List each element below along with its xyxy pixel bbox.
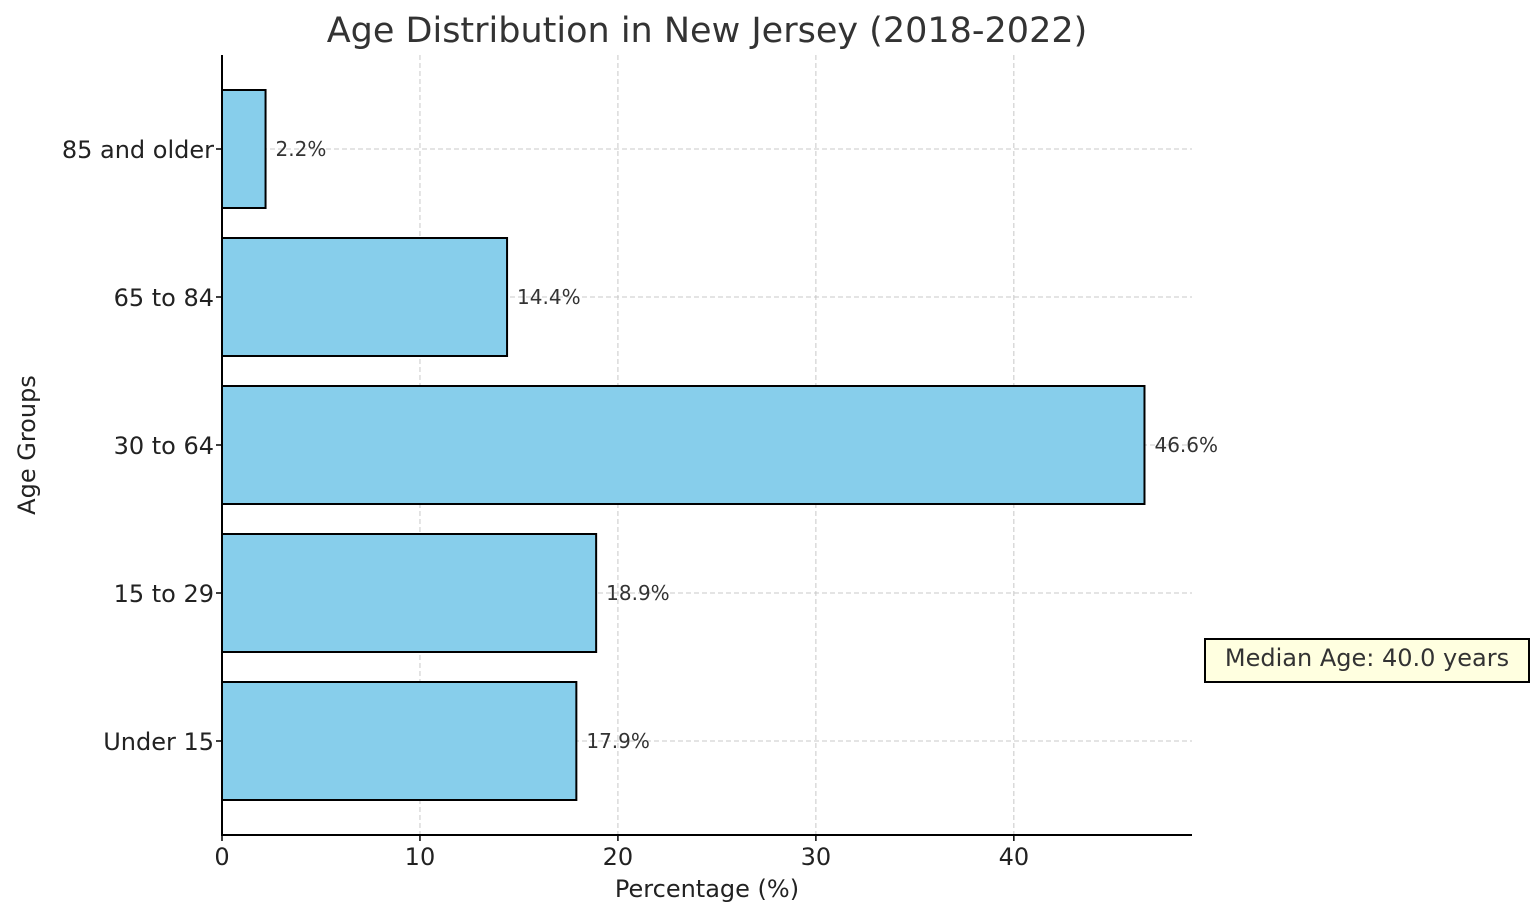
bar-value-label: 17.9% xyxy=(586,729,650,753)
bar xyxy=(221,681,578,801)
y-tick-label: Under 15 xyxy=(103,728,214,756)
x-tick-label: 20 xyxy=(603,843,634,871)
x-axis-ticks: 0 10 20 30 40 xyxy=(214,835,1029,871)
annotation-box xyxy=(1204,638,1530,683)
bar xyxy=(221,89,267,209)
bar xyxy=(221,237,509,357)
bars xyxy=(221,89,1146,801)
y-tick-label: 15 to 29 xyxy=(114,580,214,608)
x-tick-label: 30 xyxy=(801,843,832,871)
y-axis-ticks: Under 15 15 to 29 30 to 64 65 to 84 85 and o… xyxy=(62,136,222,756)
median-age-annotation: Median Age: 40.0 years xyxy=(1204,638,1530,683)
annotation-text: Median Age: 40.0 years xyxy=(1225,644,1509,672)
y-tick-label: 65 to 84 xyxy=(114,284,214,312)
y-tick-label: 30 to 64 xyxy=(114,432,214,460)
bar xyxy=(221,385,1146,505)
y-tick-label: 85 and older xyxy=(62,136,214,164)
x-tick-label: 10 xyxy=(405,843,436,871)
x-tick-label: 0 xyxy=(214,843,229,871)
x-axis-label: Percentage (%) xyxy=(615,875,799,903)
bar xyxy=(221,533,598,653)
chart-title: Age Distribution in New Jersey (2018-202… xyxy=(327,11,1088,51)
bar-value-label: 18.9% xyxy=(606,581,670,605)
x-tick-label: 40 xyxy=(999,843,1030,871)
data-labels: 17.9% 18.9% 46.6% 14.4% 2.2% xyxy=(276,137,1218,753)
y-axis-label: Age Groups xyxy=(13,375,41,515)
bar-value-label: 46.6% xyxy=(1154,433,1218,457)
bar-value-label: 2.2% xyxy=(276,137,327,161)
bar-value-label: 14.4% xyxy=(517,285,581,309)
